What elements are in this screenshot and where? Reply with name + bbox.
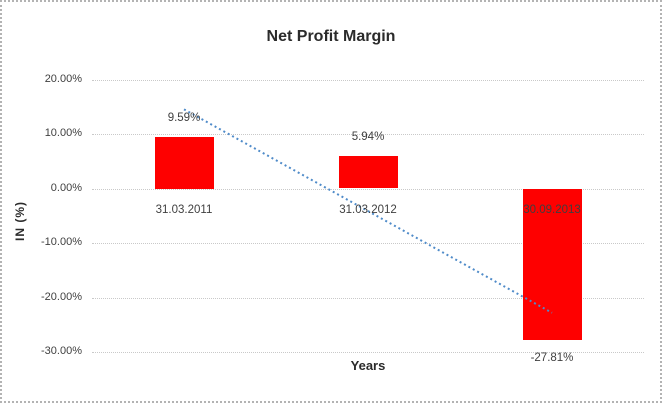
x-axis-title: Years: [350, 358, 386, 373]
y-tick-label: -20.00%: [41, 291, 82, 303]
gridline: [92, 352, 644, 353]
category-label: 31.03.2012: [339, 204, 397, 216]
bar: [339, 156, 398, 188]
y-tick-label: -30.00%: [41, 345, 82, 357]
y-tick-label: 20.00%: [44, 73, 82, 85]
chart-title: Net Profit Margin: [266, 28, 396, 45]
data-label: 9.59%: [167, 112, 201, 124]
data-label: 5.94%: [351, 131, 385, 143]
category-label: 31.03.2011: [155, 204, 213, 216]
gridline: [92, 80, 644, 81]
y-tick-label: 10.00%: [44, 127, 82, 139]
category-label: 30.09.2013: [523, 204, 581, 216]
data-label: -27.81%: [530, 352, 574, 364]
y-tick-label: -10.00%: [41, 236, 82, 248]
bar: [155, 137, 214, 189]
y-tick-label: 0.00%: [50, 182, 82, 194]
